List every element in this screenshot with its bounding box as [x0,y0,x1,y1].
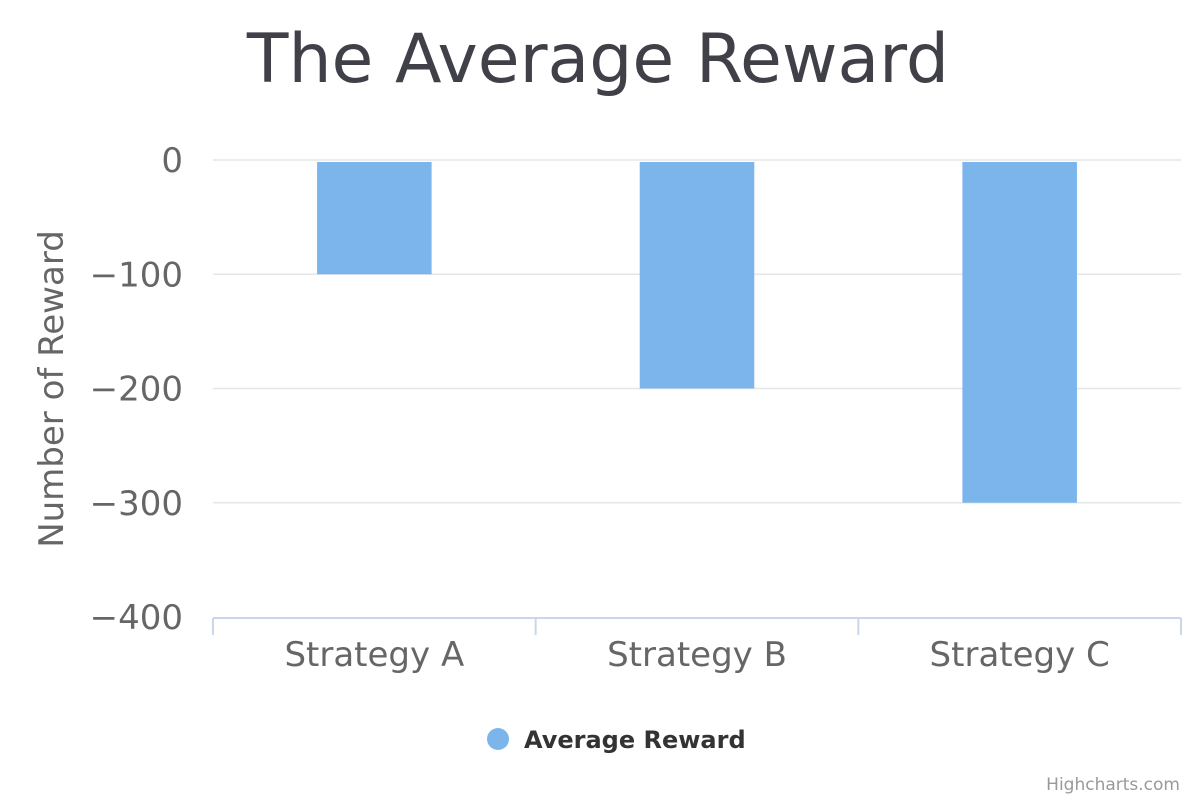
bar-strategy-c[interactable] [962,162,1077,503]
y-tick-label: −400 [90,598,183,638]
x-tick-label: Strategy C [930,635,1110,675]
series-average-reward [317,162,1077,503]
bar-strategy-a[interactable] [317,162,432,275]
legend-marker [487,728,509,750]
x-axis: Strategy A Strategy B Strategy C [212,617,1182,675]
x-tick-label: Strategy A [284,635,464,675]
y-tick-label: −200 [90,370,183,410]
y-tick-label: 0 [161,141,183,181]
chart-title: The Average Reward [246,20,949,99]
y-tick-label: −300 [90,484,183,524]
y-axis-labels: 0 −100 −200 −300 −400 [90,141,183,638]
credits-link[interactable]: Highcharts.com [1046,775,1180,795]
legend-item-average-reward[interactable]: Average Reward [524,726,746,754]
bar-strategy-b[interactable] [639,162,755,389]
y-axis-title: Number of Reward [32,230,72,548]
x-tick-label: Strategy B [607,635,787,675]
y-tick-label: −100 [90,255,183,295]
legend[interactable]: Average Reward [487,726,746,754]
